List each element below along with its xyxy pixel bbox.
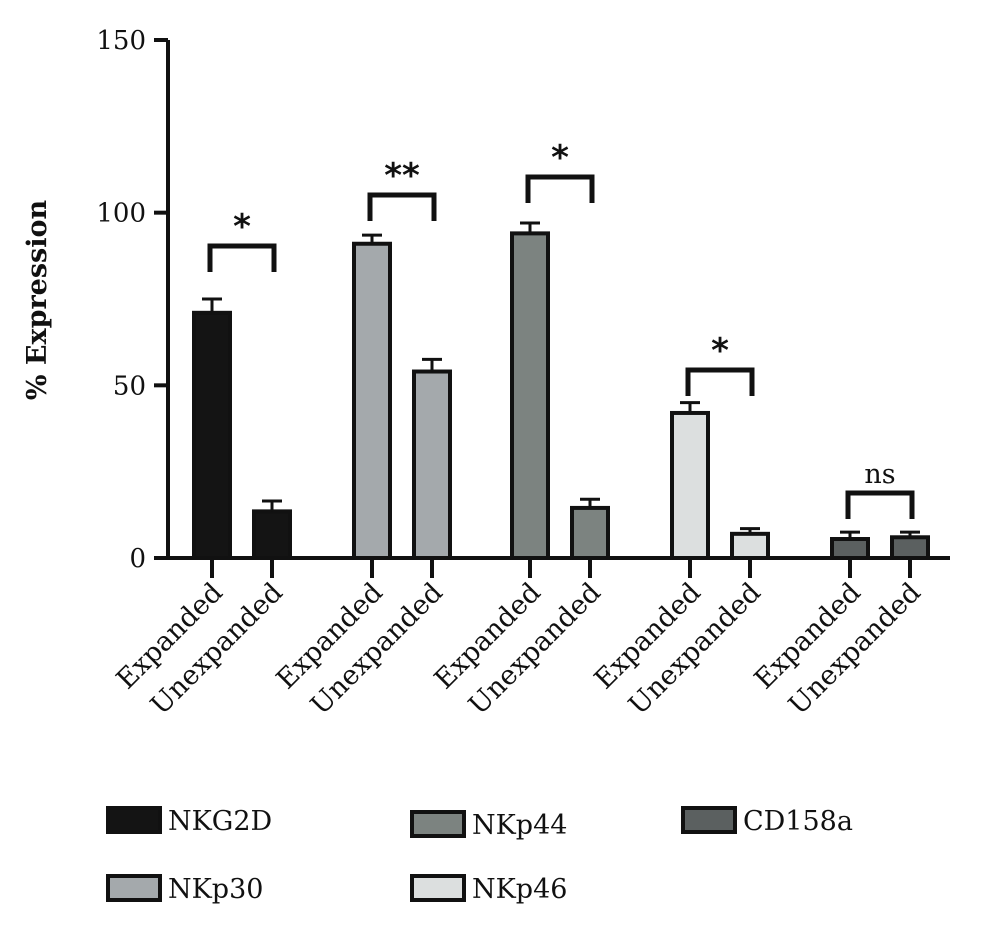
significance-brackets: *** **ns xyxy=(207,138,915,519)
significance-label: ns xyxy=(864,459,895,490)
bar-cd158a-expanded xyxy=(830,537,870,560)
legend-swatch-nkp44 xyxy=(410,810,466,838)
significance-bracket xyxy=(367,192,437,221)
x-tick-labels: ExpandedUnexpandedExpandedUnexpandedExpa… xyxy=(111,577,927,721)
bar-nkp44-unexpanded xyxy=(570,505,610,560)
bar-nkg2d-unexpanded xyxy=(252,509,292,561)
bar-cd158a-unexpanded xyxy=(890,535,930,561)
significance-label: * xyxy=(233,207,251,247)
bar-nkp30-unexpanded xyxy=(412,369,452,560)
legend: NKG2D NKp30 NKp44 NKp46 CD158a xyxy=(106,806,853,905)
bar-nkp30-expanded xyxy=(352,241,392,560)
significance-label: * xyxy=(711,331,729,371)
legend-label-nkp46: NKp46 xyxy=(472,874,567,905)
y-tick-label: 50 xyxy=(113,371,146,401)
legend-label-nkp30: NKp30 xyxy=(168,874,263,905)
legend-label-nkg2d: NKG2D xyxy=(168,806,272,837)
significance-bracket xyxy=(845,490,915,519)
bar-nkp44-expanded xyxy=(510,231,550,561)
bars xyxy=(192,221,930,561)
y-axis-title: % Expression xyxy=(22,199,53,400)
significance-label: ** xyxy=(384,156,420,196)
legend-label-nkp44: NKp44 xyxy=(472,810,567,841)
legend-swatch-nkg2d xyxy=(106,806,162,834)
y-tick-label: 100 xyxy=(96,199,146,229)
axes: 0 50 100 150 % Expression xyxy=(22,26,950,578)
y-tick-label: 0 xyxy=(129,544,146,574)
significance-label: * xyxy=(551,138,569,178)
significance-bracket xyxy=(207,243,277,272)
bar-nkp46-unexpanded xyxy=(730,531,770,560)
y-tick-label: 150 xyxy=(96,26,146,56)
legend-swatch-nkp46 xyxy=(410,874,466,902)
legend-swatch-cd158a xyxy=(681,806,737,834)
legend-label-cd158a: CD158a xyxy=(743,806,853,837)
significance-bracket xyxy=(685,367,755,396)
bar-nkp46-expanded xyxy=(670,410,710,560)
significance-bracket xyxy=(525,174,595,203)
legend-swatch-nkp30 xyxy=(106,874,162,902)
bar-nkg2d-expanded xyxy=(192,310,232,560)
